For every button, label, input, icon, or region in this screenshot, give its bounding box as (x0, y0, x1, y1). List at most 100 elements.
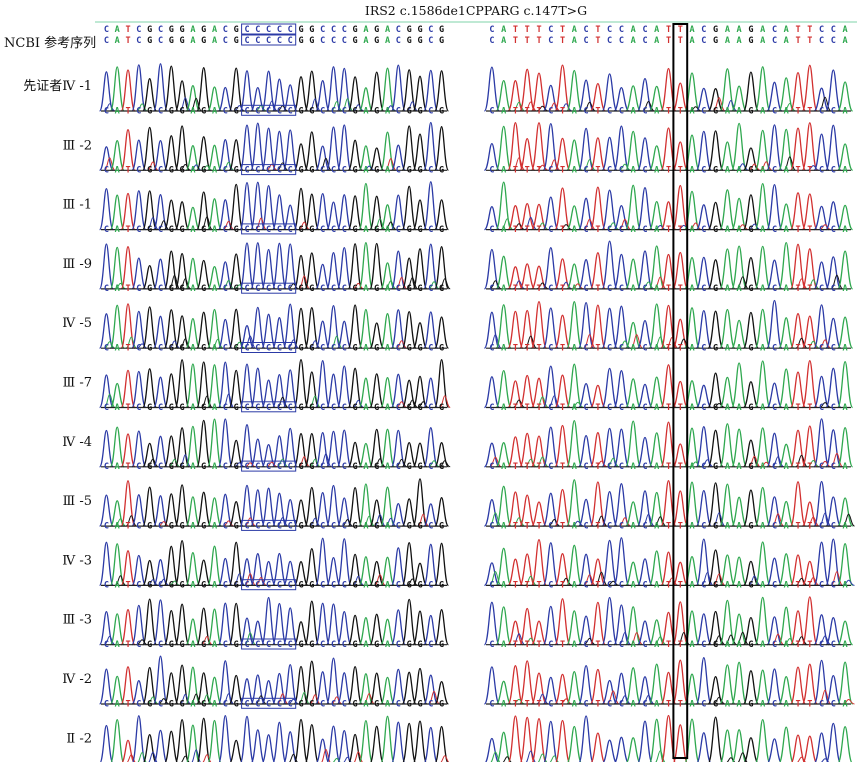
trace-noise-peak (713, 512, 726, 527)
base-call-letter: T (125, 640, 130, 650)
base-call-letter: A (737, 25, 742, 35)
deletion-region-box (241, 164, 297, 176)
trace-noise-peak (233, 105, 245, 112)
trace-peak (484, 206, 500, 231)
base-call-letter: G (147, 36, 152, 46)
trace-peak (142, 126, 158, 171)
trace-peak (358, 377, 374, 409)
base-call-letter: C (831, 403, 836, 413)
trace-peak (207, 545, 223, 587)
trace-peak (304, 307, 320, 349)
deletion-region-box (241, 23, 297, 35)
base-call-letter: A (363, 25, 368, 35)
trace-noise-peak (654, 336, 667, 349)
base-call-letter: A (760, 344, 765, 354)
base-call-letter: T (536, 36, 541, 46)
base-call-letter: C (584, 36, 589, 46)
trace-peak (239, 70, 255, 112)
base-call-letter: C (701, 36, 706, 46)
trace-peak (174, 252, 190, 290)
base-call-letter: T (807, 344, 812, 354)
trace-peak (601, 240, 618, 290)
base-call-letter: T (560, 403, 565, 413)
base-call-letter: G (748, 521, 753, 531)
base-call-letter: A (115, 581, 120, 591)
base-call-letter: A (737, 106, 742, 116)
base-call-letter: T (666, 106, 671, 116)
trace-noise-peak (223, 693, 235, 705)
trace-noise-peak (760, 461, 773, 468)
trace-peak (347, 614, 363, 646)
base-call-letter: A (725, 225, 730, 235)
trace-peak (207, 265, 222, 290)
trace-peak (542, 307, 559, 349)
base-call-letter: A (760, 106, 765, 116)
base-call-letter: C (288, 225, 293, 235)
base-call-letter: A (501, 344, 506, 354)
trace-peak (555, 719, 570, 762)
pparg-chromatogram-panel: C A T T T C T A C T C C A C A T T A C G A A G A C A T T C C AC A T T T C T A C… (483, 25, 855, 762)
base-call-letter: C (223, 284, 228, 294)
trace-peak (495, 79, 512, 112)
base-call-letter: A (190, 462, 195, 472)
base-call-letter: A (654, 640, 659, 650)
trace-noise-peak (807, 516, 820, 527)
trace-peak (742, 616, 760, 646)
trace-peak (483, 666, 500, 705)
base-call-letter: C (331, 25, 336, 35)
trace-noise-peak (748, 163, 761, 171)
base-call-letter: G (147, 166, 152, 176)
trace-noise-peak (583, 159, 596, 171)
base-call-letter: G (147, 640, 152, 650)
base-call-letter: A (190, 640, 195, 650)
base-call-letter: C (428, 699, 433, 709)
trace-peak (589, 82, 606, 112)
base-call-letter: A (115, 166, 120, 176)
base-call-letter: T (795, 166, 800, 176)
trace-peak (754, 427, 771, 468)
base-call-letter: T (595, 403, 600, 413)
trace-peak (837, 427, 854, 468)
trace-peak (282, 427, 298, 468)
trace-peak (731, 85, 748, 112)
base-call-letter: A (654, 699, 659, 709)
base-call-letter: A (689, 36, 694, 46)
trace-peak (719, 376, 736, 409)
trace-peak (589, 558, 606, 587)
base-call-letter: C (772, 344, 777, 354)
trace-noise-peak (147, 458, 159, 468)
base-call-letter: C (266, 403, 271, 413)
base-call-letter: A (737, 581, 742, 591)
trace-noise-peak (147, 696, 159, 705)
trace-peak (519, 660, 536, 705)
base-call-letter: C (428, 521, 433, 531)
trace-peak (109, 304, 125, 349)
trace-peak (250, 620, 266, 646)
base-call-letter: C (548, 284, 553, 294)
trace-peak (695, 613, 712, 646)
trace-peak (789, 371, 807, 409)
trace-peak (261, 313, 277, 349)
trace-peak (239, 484, 255, 527)
base-call-letter: C (158, 166, 163, 176)
base-call-letter: A (689, 25, 694, 35)
base-call-letter: C (548, 106, 553, 116)
base-call-letter: C (320, 166, 325, 176)
deletion-region-box (241, 342, 297, 353)
trace-peak (754, 182, 771, 231)
base-call-letter: C (831, 225, 836, 235)
trace-peak (336, 365, 352, 409)
base-call-letter: C (619, 581, 624, 591)
base-call-letter: C (320, 521, 325, 531)
base-call-letter: C (331, 106, 336, 116)
base-call-letter: T (595, 25, 600, 35)
trace-peak (239, 424, 255, 468)
trace-noise-peak (266, 461, 278, 468)
trace-noise-peak (618, 163, 631, 171)
base-call-letter: C (831, 521, 836, 531)
base-call-letter: G (169, 403, 174, 413)
base-call-letter: C (428, 462, 433, 472)
